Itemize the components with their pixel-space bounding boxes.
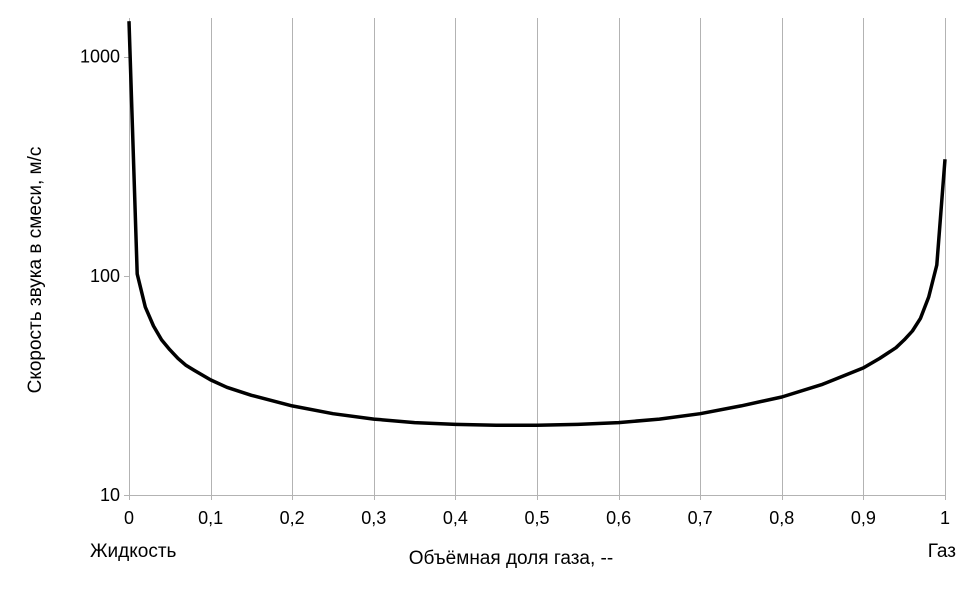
x-tick-labels: 0 0,1 0,2 0,3 0,4 0,5 0,6 0,7 0,8 0,9 1 — [124, 508, 950, 528]
x-tick-label: 1 — [940, 508, 950, 528]
y-tick-label: 1000 — [80, 47, 120, 67]
x-tick-label: 0,1 — [198, 508, 223, 528]
x-tick-label: 0,9 — [851, 508, 876, 528]
y-tick-labels: 10 100 1000 — [80, 47, 120, 505]
series-layer — [127, 21, 947, 428]
gridlines — [211, 18, 946, 495]
x-tick-label: 0,2 — [280, 508, 305, 528]
x-tick-label: 0,6 — [606, 508, 631, 528]
end-label-liquid: Жидкость — [90, 541, 177, 562]
x-tick-label: 0,5 — [524, 508, 549, 528]
x-tick-label: 0,4 — [443, 508, 468, 528]
axes — [124, 18, 946, 500]
x-tick-label: 0,3 — [361, 508, 386, 528]
y-tick-label: 100 — [90, 266, 120, 286]
series-line — [127, 21, 947, 428]
x-axis-title: Объёмная доля газа, -- — [409, 548, 613, 569]
y-tick-label: 10 — [100, 485, 120, 505]
x-tick-label: 0,7 — [688, 508, 713, 528]
x-tick-label: 0 — [124, 508, 134, 528]
x-tick-label: 0,8 — [769, 508, 794, 528]
end-label-gas: Газ — [928, 541, 956, 562]
y-axis-title: Скорость звука в смеси, м/с — [25, 147, 46, 394]
